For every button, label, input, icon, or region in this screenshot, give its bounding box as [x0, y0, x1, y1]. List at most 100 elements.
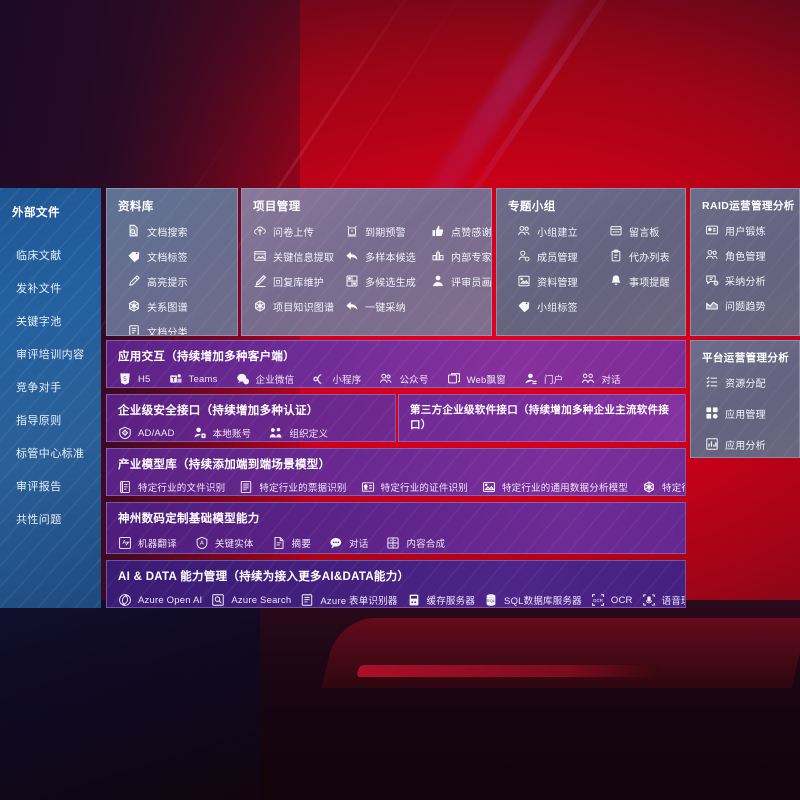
alarm-icon: [345, 224, 359, 238]
interaction-item-h5[interactable]: 5 H5: [118, 368, 151, 387]
raid-item-user[interactable]: 用户锻炼: [705, 219, 791, 241]
person-profile-icon: [431, 274, 445, 288]
band-industry: 产业模型库（持续添加端到端场景模型） 特定行业的文件识别 特定行业的票据识别 特…: [106, 448, 686, 496]
group-item-material-manage[interactable]: 资料管理: [517, 270, 603, 292]
band-thirdparty-row: API自动化设计器: [399, 432, 685, 441]
security-item-org-define[interactable]: 组织定义: [269, 422, 328, 441]
interaction-item-portal[interactable]: 门户: [524, 368, 563, 387]
sidebar-item-label: 审评报告: [16, 480, 62, 493]
aidata-item-azure-openai[interactable]: Azure Open AI: [118, 589, 202, 607]
bell-icon: [609, 274, 623, 288]
industry-item-id-recognition[interactable]: 特定行业的证件识别: [361, 476, 468, 495]
person-key-icon: [193, 426, 207, 440]
industry-item-data-analysis-model[interactable]: 特定行业的通用数据分析模型: [482, 476, 628, 495]
band-security: 企业级安全接口（持续增加多种认证） AD/AAD 本地账号 组织定义: [106, 394, 396, 442]
group-item-label: 代办列表: [629, 252, 670, 264]
project-item-due-alert[interactable]: 到期预警: [345, 220, 425, 242]
shield-diamond-icon: [118, 426, 132, 440]
interaction-item-label: H5: [138, 373, 151, 385]
group-item-reminder[interactable]: 事项提醒: [609, 270, 677, 292]
aidata-item-azure-search[interactable]: Azure Search: [211, 589, 291, 607]
sidebar-item-7[interactable]: 审评报告: [0, 469, 101, 502]
band-industry-row: 特定行业的文件识别 特定行业的票据识别 特定行业的证件识别 特定行业的通用数据分…: [107, 472, 685, 495]
sidebar-item-label: 指导原则: [16, 414, 62, 427]
industry-item-knowledge-graph-model[interactable]: 特定行业的通用知识图谱模型: [642, 476, 685, 495]
sidebar-item-5[interactable]: 指导原则: [0, 403, 101, 436]
project-item-multi-candidate[interactable]: 多候选生成: [345, 270, 425, 292]
project-item-label: 项目知识图谱: [273, 302, 335, 314]
interaction-item-dialog[interactable]: 对话: [581, 368, 621, 387]
platform-item-app-manage[interactable]: 应用管理: [705, 402, 791, 424]
aidata-item-voice[interactable]: 语音理解: [642, 589, 685, 607]
group-item-create[interactable]: 小组建立: [517, 220, 603, 242]
sidebar-item-2[interactable]: 关键字池: [0, 304, 101, 337]
sidebar-item-3[interactable]: 审评培训内容: [0, 337, 101, 370]
ocr-icon: OCR: [591, 593, 605, 607]
raid-item-issue-trend[interactable]: 问题趋势: [705, 294, 791, 316]
project-item-one-click-adopt[interactable]: 一键采纳: [345, 295, 425, 317]
card-platform: 平台运营管理分析 资源分配 应用管理 应用分析: [690, 340, 800, 458]
svg-text:5: 5: [123, 376, 127, 383]
base-item-label: 摘要: [291, 539, 312, 550]
interaction-item-web-window[interactable]: Web飘窗: [447, 368, 506, 387]
group-item-todo-list[interactable]: 代办列表: [609, 245, 677, 267]
highlighter-icon: [127, 274, 141, 288]
interaction-item-mini-program[interactable]: 小程序: [312, 368, 361, 387]
sidebar-item-4[interactable]: 竞争对手: [0, 370, 101, 403]
interaction-item-label: Teams: [188, 373, 218, 385]
base-item-machine-translation[interactable]: A 机器翻译: [118, 532, 177, 553]
base-item-summary[interactable]: 摘要: [272, 532, 312, 553]
aidata-item-sql-database[interactable]: SQL SQL数据库服务器: [484, 589, 582, 607]
industry-item-label: 特定行业的证件识别: [380, 483, 468, 494]
library-item-document-category[interactable]: 文档分类: [127, 320, 229, 335]
sidebar-item-1[interactable]: 发补文件: [0, 271, 101, 304]
data-analysis-icon: [482, 480, 496, 494]
interaction-item-wechat-work[interactable]: 企业微信: [236, 368, 295, 387]
security-item-ad-aad[interactable]: AD/AAD: [118, 422, 175, 441]
library-item-document-search[interactable]: 文档搜索: [127, 220, 229, 242]
platform-item-resource-allocation[interactable]: 资源分配: [705, 371, 791, 393]
library-item-label: 文档标签: [147, 252, 188, 264]
base-item-key-entity[interactable]: A 关键实体: [195, 532, 254, 553]
group-item-tag[interactable]: 小组标签: [517, 295, 603, 317]
sidebar-item-6[interactable]: 标管中心标准: [0, 436, 101, 469]
project-item-expert-ranking[interactable]: 内部专家排名: [431, 245, 491, 267]
base-item-chat[interactable]: 对话: [329, 532, 368, 553]
project-item-thanks[interactable]: 点赞感谢: [431, 220, 491, 242]
project-item-reply-library[interactable]: 回复库维护: [253, 270, 339, 292]
group-item-member-manage[interactable]: 成员管理: [517, 245, 603, 267]
ranking-icon: [431, 249, 445, 263]
interaction-item-teams[interactable]: Teams: [169, 368, 218, 387]
thirdparty-item-api-designer[interactable]: API自动化设计器: [410, 436, 504, 441]
security-item-local-account[interactable]: 本地账号: [193, 422, 252, 441]
aidata-item-ocr[interactable]: OCR OCR: [591, 589, 633, 607]
interaction-item-official-account[interactable]: 公众号: [379, 368, 428, 387]
group-item-message-board[interactable]: 留言板: [609, 220, 677, 242]
message-board-icon: [609, 224, 623, 238]
project-item-questionnaire-upload[interactable]: 问卷上传: [253, 220, 339, 242]
sidebar-item-0[interactable]: 临床文献: [0, 238, 101, 271]
library-item-document-tag[interactable]: 文档标签: [127, 245, 229, 267]
industry-item-invoice-recognition[interactable]: 特定行业的票据识别: [239, 476, 347, 495]
chat-qa-icon: [705, 273, 719, 287]
aidata-item-cache-server[interactable]: 缓存服务器: [407, 589, 476, 607]
chat-icon: [329, 536, 343, 550]
project-item-knowledge-graph[interactable]: 项目知识图谱: [253, 295, 339, 317]
library-item-highlight[interactable]: 高亮提示: [127, 270, 229, 292]
band-aidata-title: AI & DATA 能力管理（持续为接入更多AI&DATA能力）: [118, 571, 410, 583]
card-project-grid: 问卷上传 到期预警 点赞感谢 关键信息提取 多样本候选 内部专家排名: [242, 214, 491, 317]
project-item-key-info-extract[interactable]: 关键信息提取: [253, 245, 339, 267]
aidata-item-form-recognizer[interactable]: Azure 表单识别器: [300, 589, 397, 607]
raid-item-adoption-analysis[interactable]: 采纳分析: [705, 269, 791, 291]
industry-item-label: 特定行业的票据识别: [259, 483, 347, 494]
base-item-content-synthesis[interactable]: 内容合成: [386, 532, 445, 553]
platform-item-app-analysis[interactable]: 应用分析: [705, 433, 791, 455]
project-item-multi-sample[interactable]: 多样本候选: [345, 245, 425, 267]
band-industry-title: 产业模型库（持续添加端到端场景模型）: [118, 459, 331, 471]
industry-item-file-recognition[interactable]: 特定行业的文件识别: [118, 476, 225, 495]
project-item-reviewer-profile[interactable]: 评审员画像: [431, 270, 491, 292]
library-item-relation-graph[interactable]: 关系图谱: [127, 295, 229, 317]
raid-item-role-manage[interactable]: 角色管理: [705, 244, 791, 266]
library-item-label: 关系图谱: [147, 302, 188, 314]
sidebar-item-8[interactable]: 共性问题: [0, 502, 101, 535]
